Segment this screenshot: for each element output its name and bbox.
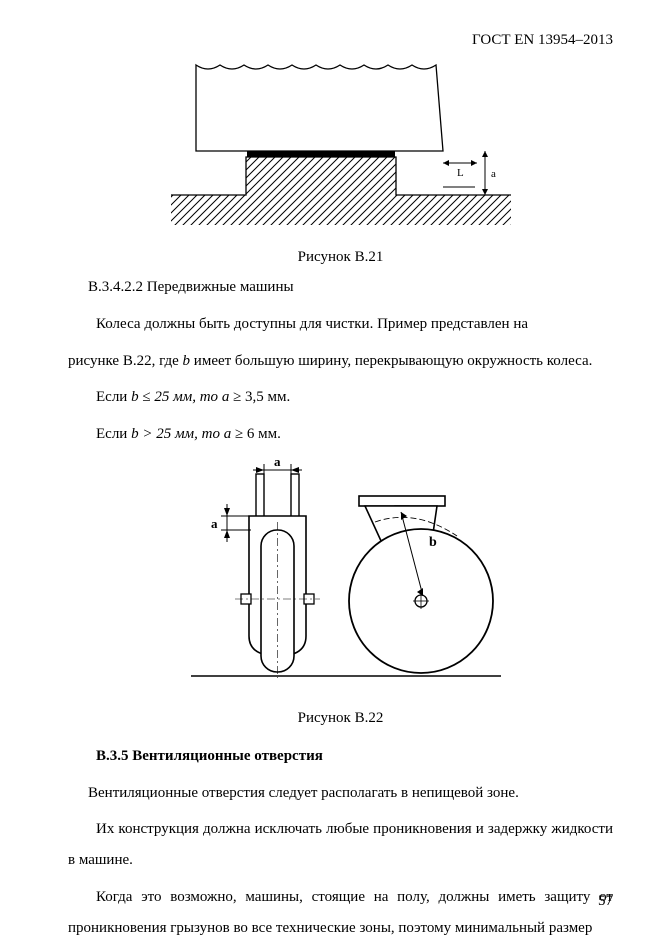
var-b: b <box>131 389 139 405</box>
page: ГОСТ EN 13954–2013 L a Рисунок В.21 В.3.… <box>0 0 661 936</box>
figure-b21-caption: Рисунок В.21 <box>68 249 613 266</box>
text: ≥ 3,5 мм. <box>229 389 290 405</box>
fig21-label-L: L <box>457 167 464 179</box>
figure-b21: L a <box>161 55 521 245</box>
subsection-b3422: В.3.4.2.2 Передвижные машины <box>68 272 613 303</box>
var-b: b <box>131 426 139 442</box>
var-b: b <box>183 353 191 369</box>
paragraph-vent-2: Их конструкция должна исключать любые пр… <box>68 814 613 876</box>
section-b35-title: В.3.5 Вентиляционные отверстия <box>68 741 613 772</box>
fig22-label-b: b <box>429 535 437 550</box>
page-header: ГОСТ EN 13954–2013 <box>68 32 613 49</box>
paragraph-vent-1: Вентиляционные отверстия следует распола… <box>68 778 613 809</box>
page-number: 57 <box>598 893 613 910</box>
figure-b22-caption: Рисунок В.22 <box>68 710 613 727</box>
fig22-label-a-top: a <box>274 456 281 469</box>
paragraph-wheels-2: рисунке В.22, где b имеет большую ширину… <box>68 346 613 377</box>
text: имеет большую ширину, перекрывающую окру… <box>190 353 592 369</box>
text: ≤ 25 мм, то <box>139 389 222 405</box>
paragraph-vent-3: Когда это возможно, машины, стоящие на п… <box>68 882 613 943</box>
paragraph-wheels-1: Колеса должны быть доступны для чистки. … <box>68 309 613 340</box>
text: ≥ 6 мм. <box>231 426 281 442</box>
text: Если <box>96 426 131 442</box>
fig21-label-a: a <box>491 168 496 180</box>
text: рисунке В.22, где <box>68 353 183 369</box>
text: > 25 мм, то <box>139 426 224 442</box>
text: Если <box>96 389 131 405</box>
condition-1: Если b ≤ 25 мм, то a ≥ 3,5 мм. <box>68 382 613 413</box>
fig22-label-a-left: a <box>211 516 218 531</box>
figure-b22: a a b <box>161 456 521 696</box>
condition-2: Если b > 25 мм, то a ≥ 6 мм. <box>68 419 613 450</box>
